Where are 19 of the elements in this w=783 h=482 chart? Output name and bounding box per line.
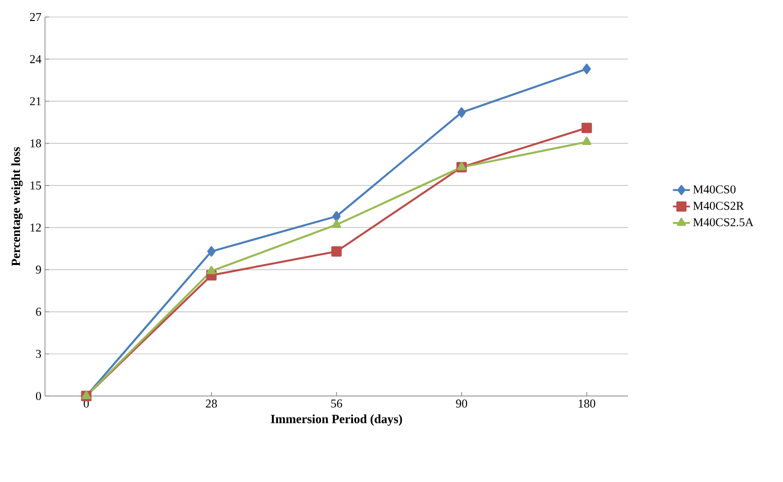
y-tick-label: 0 <box>36 392 42 400</box>
y-tick-label: 6 <box>36 308 42 316</box>
legend-label: M40CS0 <box>693 185 736 194</box>
x-tick-label: 180 <box>578 400 596 408</box>
y-tick-label: 21 <box>30 97 41 106</box>
legend-label: M40CS2R <box>693 202 744 210</box>
x-tick-label: 56 <box>331 400 342 408</box>
y-tick-label: 27 <box>30 13 42 21</box>
x-tick-label: 28 <box>206 400 217 408</box>
x-tick-label: 90 <box>456 400 468 408</box>
y-tick-label: 24 <box>30 55 42 64</box>
y-tick-label: 18 <box>30 139 42 148</box>
x-axis-title: Immersion Period (days) <box>270 414 402 426</box>
y-tick-label: 9 <box>36 266 41 274</box>
legend-label: M40CS2.5A <box>693 218 754 226</box>
y-tick-label: 15 <box>30 181 42 190</box>
y-axis-title: Percentage weight loss <box>11 147 23 266</box>
y-tick-label: 12 <box>30 224 41 232</box>
y-tick-label: 3 <box>36 350 42 358</box>
